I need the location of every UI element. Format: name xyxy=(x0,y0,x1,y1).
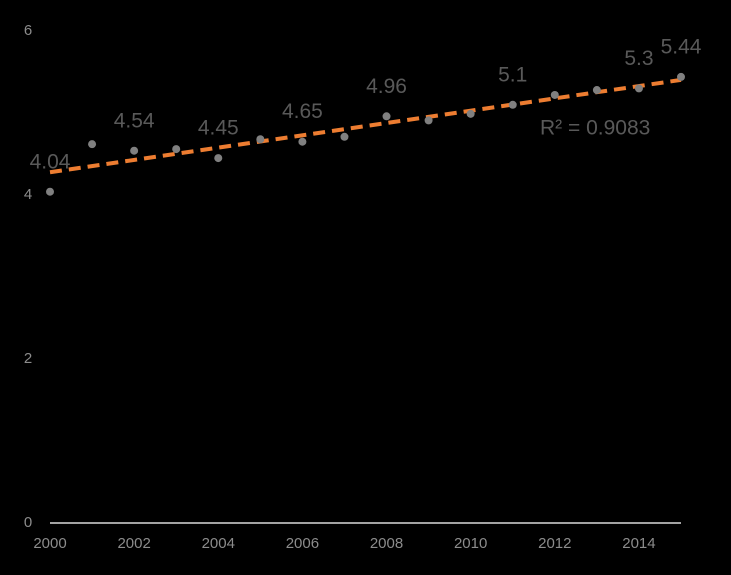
point xyxy=(466,109,475,118)
trendline-label: R² = 0.9083 xyxy=(540,117,650,140)
point xyxy=(214,154,223,163)
point xyxy=(130,146,139,155)
data-label: 4.45 xyxy=(198,117,239,140)
y-tick-label: 6 xyxy=(24,22,32,39)
data-label: 4.54 xyxy=(114,109,155,132)
x-tick-label: 2014 xyxy=(622,535,655,552)
point xyxy=(634,84,643,93)
y-tick-label: 4 xyxy=(24,186,32,203)
data-label: 4.04 xyxy=(30,150,71,173)
point xyxy=(172,145,181,154)
point xyxy=(298,137,307,146)
point xyxy=(88,140,97,149)
data-label: 5.1 xyxy=(498,63,527,86)
point xyxy=(340,132,349,141)
data-label: 4.65 xyxy=(282,100,323,123)
trendline xyxy=(49,77,682,175)
x-tick-label: 2006 xyxy=(286,535,319,552)
point xyxy=(550,90,559,99)
x-tick-label: 2012 xyxy=(538,535,571,552)
point xyxy=(508,100,517,109)
point xyxy=(256,135,265,144)
point xyxy=(677,72,685,81)
point xyxy=(382,112,391,121)
data-label: 5.3 xyxy=(624,47,653,70)
point xyxy=(424,116,433,125)
x-tick-label: 2004 xyxy=(202,535,235,552)
data-label: 4.96 xyxy=(366,75,407,98)
x-tick-label: 2000 xyxy=(33,535,66,552)
data-label: 5.44 xyxy=(661,35,702,58)
x-tick-label: 2008 xyxy=(370,535,403,552)
y-tick-label: 2 xyxy=(24,350,32,367)
y-tick-label: 0 xyxy=(24,514,32,531)
point xyxy=(46,187,54,196)
x-tick-label: 2002 xyxy=(117,535,150,552)
x-tick-label: 2010 xyxy=(454,535,487,552)
point xyxy=(592,86,601,95)
